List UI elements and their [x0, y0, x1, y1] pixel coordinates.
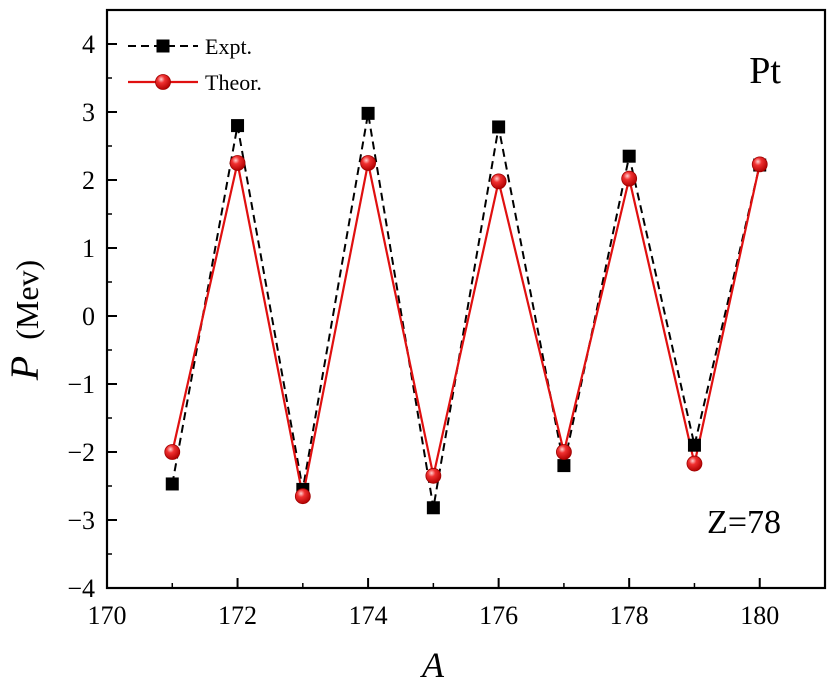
- data-point-expt: [557, 459, 571, 473]
- data-point-theor: [425, 467, 442, 484]
- element-annotation: Pt: [749, 50, 781, 92]
- y-tick-label: 4: [82, 30, 95, 59]
- x-tick-label: 170: [88, 601, 127, 630]
- legend: Expt. Theor.: [128, 34, 262, 95]
- y-tick-label: 1: [82, 234, 95, 263]
- data-point-theor: [556, 444, 572, 460]
- data-point-theor: [686, 455, 703, 472]
- y-tick-label: −2: [67, 438, 95, 467]
- legend-marker-theor: [155, 74, 171, 90]
- y-tick-label: −1: [67, 370, 95, 399]
- data-point-expt: [165, 477, 179, 491]
- plot-area: [164, 106, 768, 515]
- data-point-expt: [492, 120, 506, 134]
- data-point-expt: [426, 501, 440, 515]
- data-point-theor: [294, 488, 311, 505]
- x-tick-label: 180: [740, 601, 779, 630]
- legend-label-expt: Expt.: [205, 34, 252, 59]
- data-point-expt: [361, 106, 375, 120]
- data-point-expt: [687, 438, 701, 452]
- series-line-theor: [171, 162, 761, 497]
- data-point-expt: [622, 149, 636, 163]
- data-point-expt: [231, 119, 245, 133]
- legend-label-theor: Theor.: [205, 70, 262, 95]
- y-tick-label: 0: [82, 302, 95, 331]
- y-axis-label-text: P (Mev): [2, 260, 47, 381]
- data-point-theor: [360, 155, 376, 171]
- y-axis-unit: (Mev): [9, 260, 45, 340]
- x-tick-label: 178: [610, 601, 649, 630]
- y-tick-label: 2: [82, 166, 95, 195]
- x-tick-label: 176: [479, 601, 518, 630]
- series-line-expt: [171, 113, 761, 508]
- x-tick-label: 172: [218, 601, 257, 630]
- y-tick-label: 3: [82, 98, 95, 127]
- y-axis-label-group: P (Mev): [2, 260, 47, 381]
- data-point-theor: [164, 444, 181, 460]
- data-point-theor: [621, 170, 638, 187]
- axes: 170 172 174 176 178 180 −4 −3 −2 −1 0 1 2 3 4: [67, 8, 827, 630]
- x-axis-label: A: [420, 645, 445, 685]
- y-tick-label: −4: [67, 574, 95, 603]
- plot-frame: [105, 8, 827, 590]
- data-point-theor: [490, 173, 507, 190]
- legend-marker-expt: [156, 39, 170, 53]
- data-point-theor: [229, 155, 246, 171]
- y-tick-label: −3: [67, 506, 95, 535]
- z-annotation: Z=78: [707, 504, 781, 541]
- x-tick-label: 174: [349, 601, 388, 630]
- data-point-theor: [751, 156, 768, 173]
- y-axis-label: P: [2, 356, 47, 381]
